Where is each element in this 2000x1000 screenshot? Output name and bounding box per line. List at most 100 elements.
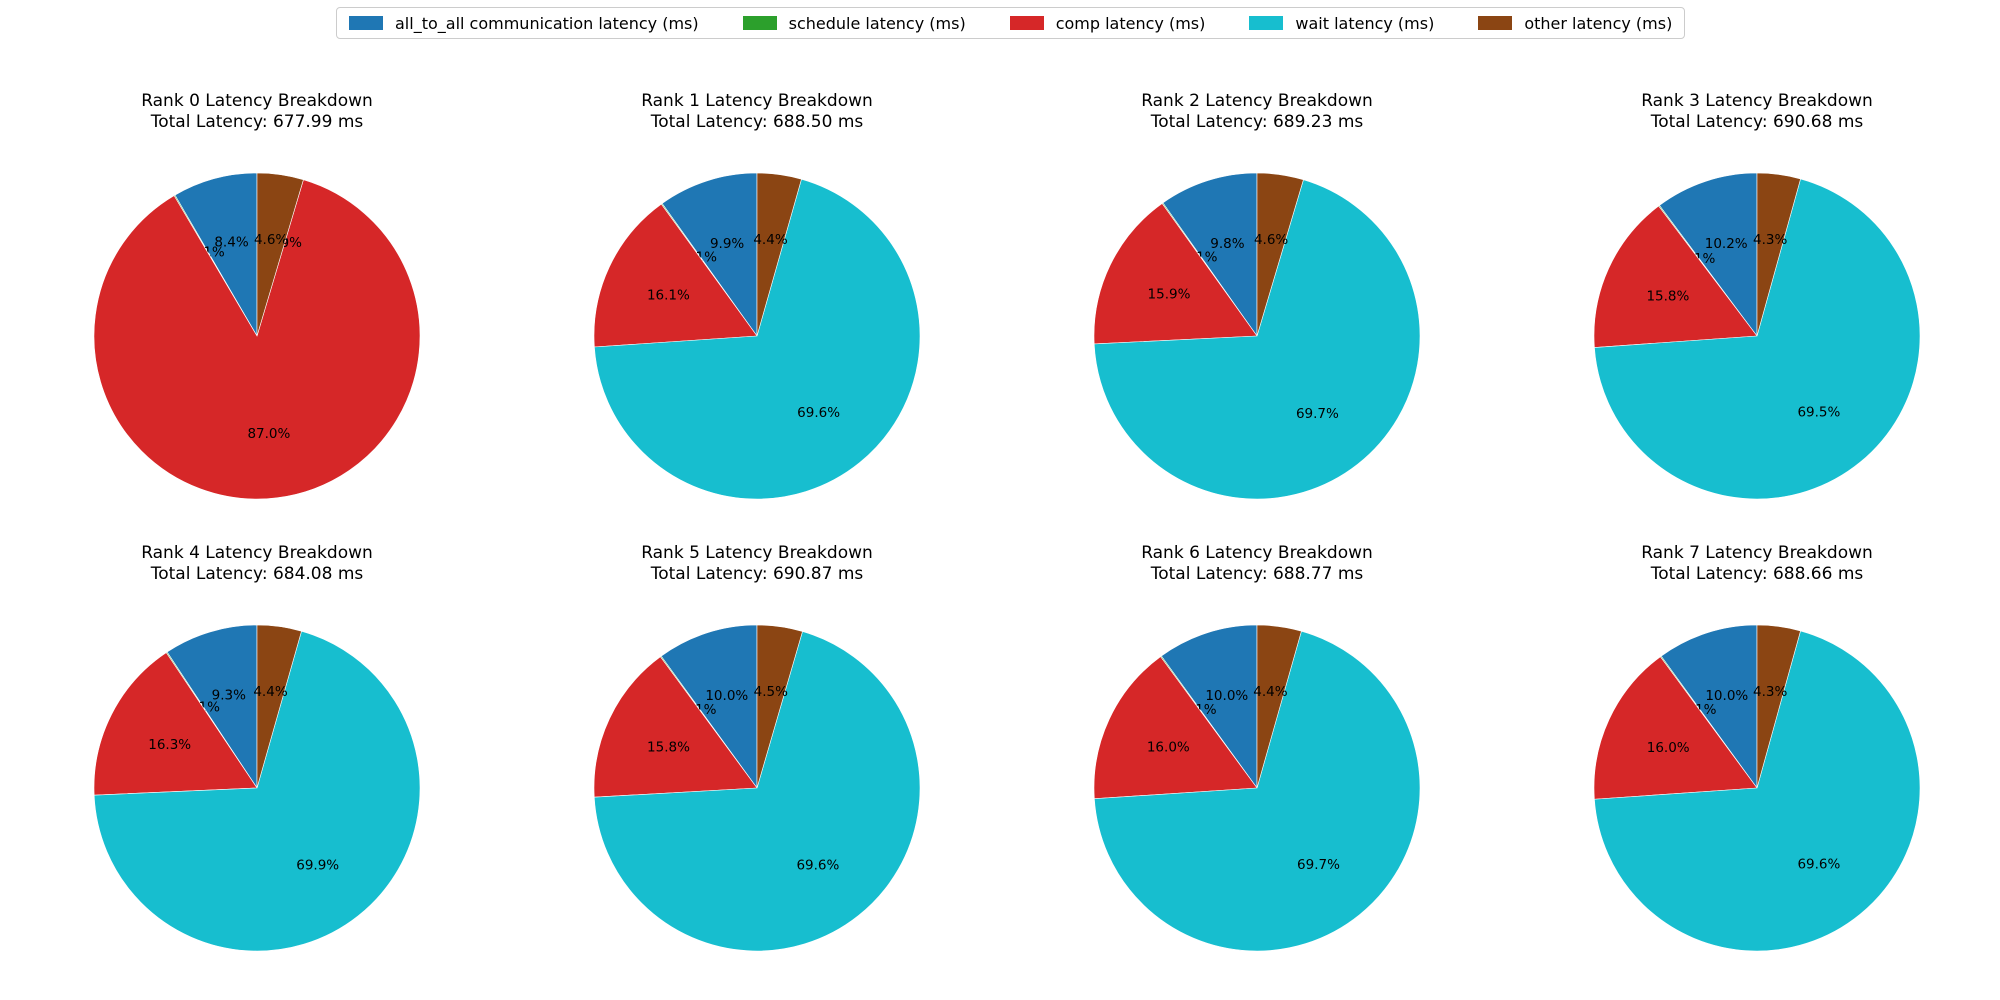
pie-slice-other — [1756, 172, 1801, 337]
legend-item-all-to-all: all_to_all communication latency (ms) — [349, 14, 699, 33]
legend-item-comp: comp latency (ms) — [1009, 13, 1206, 33]
legend-label: other latency (ms) — [1524, 13, 1673, 33]
slice-label-wait: 69.5% — [1797, 405, 1840, 421]
pie-slice-all-to-all — [166, 624, 258, 789]
slice-label-comp: 16.3% — [148, 737, 191, 753]
slice-label-wait: 69.7% — [1297, 857, 1340, 873]
chart-subtitle: Total Latency: 688.77 ms — [1150, 564, 1364, 584]
pie-slice-comp — [1593, 656, 1758, 800]
slice-label-wait: 69.6% — [796, 858, 839, 874]
pie-slice-all-to-all — [660, 624, 758, 789]
slice-label-other: 4.4% — [253, 684, 287, 700]
slice-label-all-to-all: 10.0% — [1705, 688, 1748, 704]
pie-slice-comp — [593, 203, 758, 348]
slice-label-all-to-all: 8.4% — [214, 235, 248, 251]
pie-slice-wait — [93, 630, 421, 952]
chart-subtitle: Total Latency: 688.66 ms — [1650, 564, 1864, 584]
slice-label-wait: 69.9% — [296, 858, 339, 874]
pie-slice-wait — [593, 631, 921, 952]
slice-label-comp: 16.0% — [1147, 740, 1190, 756]
legend-swatch — [1009, 16, 1044, 30]
slice-label-comp: 15.8% — [647, 739, 690, 755]
pie-slice-all-to-all — [661, 172, 758, 337]
slice-label-other: 4.4% — [753, 232, 787, 248]
pie-slice-other — [1256, 624, 1302, 789]
legend-label: wait latency (ms) — [1295, 13, 1435, 33]
slice-label-other: 4.6% — [1254, 232, 1288, 248]
chart-subtitle: Total Latency: 688.50 ms — [650, 112, 864, 132]
slice-label-wait: 69.6% — [1797, 857, 1840, 873]
pie-slice-other — [256, 624, 302, 789]
legend-swatch — [742, 16, 777, 30]
chart-title: Rank 0 Latency Breakdown — [141, 91, 373, 111]
slice-label-other: 4.3% — [1753, 684, 1787, 700]
pie-slice-wait — [1093, 179, 1421, 500]
chart-subtitle: Total Latency: 684.08 ms — [150, 564, 364, 584]
chart-subtitle: Total Latency: 690.68 ms — [1650, 112, 1864, 132]
pie-slice-comp — [93, 652, 258, 796]
pie-slice-all-to-all — [1160, 624, 1258, 789]
legend-item-wait: wait latency (ms) — [1249, 14, 1434, 33]
pie-slice-wait — [1594, 630, 1921, 952]
slice-label-all-to-all: 10.0% — [705, 688, 748, 704]
chart-title: Rank 5 Latency Breakdown — [641, 543, 873, 563]
pie-slice-all-to-all — [1659, 172, 1758, 337]
pie-slice-all-to-all — [1660, 624, 1758, 789]
legend-swatch — [1478, 16, 1513, 30]
slice-label-other: 4.3% — [1753, 232, 1787, 248]
chart-title: Rank 4 Latency Breakdown — [141, 543, 373, 563]
pie-slice-comp — [1593, 205, 1758, 348]
legend-label: schedule latency (ms) — [788, 13, 966, 33]
pie-slice-other — [756, 624, 803, 789]
legend-label: comp latency (ms) — [1055, 13, 1206, 33]
pie-slice-other — [1756, 624, 1801, 789]
pie-slice-wait — [594, 178, 921, 500]
pie-slice-comp — [1093, 203, 1258, 345]
chart-title: Rank 7 Latency Breakdown — [1641, 543, 1873, 563]
pie-slice-all-to-all — [1162, 172, 1258, 337]
slice-label-all-to-all: 9.8% — [1210, 236, 1244, 252]
pie-slice-comp — [93, 179, 421, 500]
legend-swatch — [1249, 16, 1284, 30]
slice-label-all-to-all: 10.2% — [1705, 236, 1748, 252]
pie-slice-all-to-all — [174, 172, 258, 338]
slice-label-comp: 16.0% — [1647, 740, 1690, 756]
pie-slice-comp — [1093, 656, 1258, 800]
slice-label-all-to-all: 9.9% — [710, 236, 744, 252]
legend-swatch — [349, 16, 383, 30]
chart-title: Rank 6 Latency Breakdown — [1141, 543, 1373, 563]
chart-subtitle: Total Latency: 689.23 ms — [1150, 112, 1364, 132]
chart-subtitle: Total Latency: 690.87 ms — [650, 564, 864, 584]
slice-label-comp: 15.8% — [1646, 289, 1689, 305]
slice-label-wait: 69.7% — [1296, 406, 1339, 422]
legend-item-schedule: schedule latency (ms) — [742, 13, 966, 33]
slice-label-other: 4.5% — [754, 684, 788, 700]
slice-label-other: 4.6% — [254, 232, 288, 248]
pie-slice-comp — [593, 656, 758, 798]
legend-item-other: other latency (ms) — [1478, 14, 1672, 33]
pie-slice-wait — [1594, 178, 1921, 500]
chart-title: Rank 3 Latency Breakdown — [1641, 91, 1873, 111]
slice-label-all-to-all: 9.3% — [212, 687, 246, 703]
slice-label-comp: 15.9% — [1148, 286, 1191, 302]
slice-label-all-to-all: 10.0% — [1205, 688, 1248, 704]
chart-title: Rank 1 Latency Breakdown — [641, 91, 873, 111]
slice-label-comp: 16.1% — [647, 288, 690, 304]
slice-label-wait: 69.6% — [797, 405, 840, 421]
chart-legend: all_to_all communication latency (ms) sc… — [336, 7, 1686, 39]
slice-label-other: 4.4% — [1253, 684, 1287, 700]
chart-title: Rank 2 Latency Breakdown — [1141, 91, 1373, 111]
slice-label-comp: 87.0% — [247, 426, 290, 442]
pie-slice-other — [256, 172, 304, 337]
chart-subtitle: Total Latency: 677.99 ms — [150, 112, 364, 132]
pie-slice-other — [756, 172, 802, 337]
pie-slice-other — [1256, 172, 1304, 337]
